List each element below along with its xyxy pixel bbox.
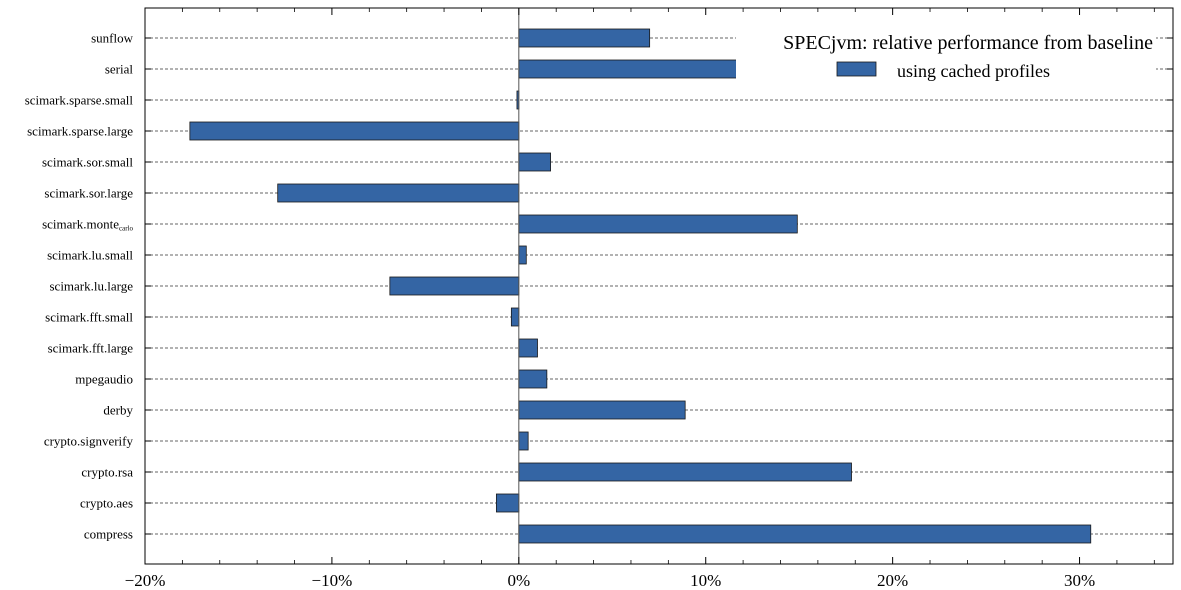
category-label: sunflow: [91, 31, 134, 46]
bar: [518, 431, 529, 451]
gridlines: [145, 37, 1173, 535]
x-tick-labels: −20% −10% 0% 10% 20% 30%: [125, 571, 1096, 590]
category-label: derby: [103, 403, 133, 418]
bar: [510, 307, 520, 327]
bar: [518, 28, 651, 48]
bar: [518, 152, 551, 172]
category-label: scimark.sparse.small: [25, 93, 134, 108]
legend-title: SPECjvm: relative performance from basel…: [783, 32, 1153, 54]
x-tick-label: 0%: [507, 571, 530, 590]
bars: [189, 28, 1092, 544]
category-label: scimark.fft.small: [45, 310, 133, 325]
category-label: compress: [84, 527, 133, 542]
category-label: crypto.signverify: [44, 434, 134, 449]
bar: [518, 214, 798, 234]
legend-label: using cached profiles: [897, 61, 1050, 81]
x-tick-label: 20%: [877, 571, 908, 590]
category-label: crypto.rsa: [81, 465, 133, 480]
category-label: crypto.aes: [80, 496, 133, 511]
bar: [518, 462, 852, 482]
axes-frame: [144, 7, 1174, 565]
category-label: scimark.lu.large: [49, 279, 133, 294]
bar: [189, 121, 520, 141]
bar: [389, 276, 520, 296]
category-label: scimark.fft.large: [48, 341, 134, 356]
bar: [495, 493, 520, 513]
category-label: scimark.sor.small: [42, 155, 133, 170]
bar: [518, 338, 538, 358]
x-tick-label: 30%: [1064, 571, 1095, 590]
category-label: mpegaudio: [75, 372, 133, 387]
bar: [518, 59, 748, 79]
category-label: scimark.lu.small: [47, 248, 133, 263]
category-label: scimark.sparse.large: [27, 124, 133, 139]
bar: [518, 369, 548, 389]
bar: [518, 524, 1092, 544]
category-label: serial: [105, 62, 134, 77]
bar: [277, 183, 520, 203]
bar: [518, 400, 686, 420]
legend: SPECjvm: relative performance from basel…: [736, 28, 1156, 86]
bar: [518, 245, 527, 265]
legend-background: [736, 28, 1156, 86]
x-tick-label: 10%: [690, 571, 721, 590]
x-tick-label: −10%: [312, 571, 353, 590]
x-tick-label: −20%: [125, 571, 166, 590]
legend-swatch: [836, 61, 877, 77]
category-label: scimark.montecarlo: [42, 217, 133, 233]
category-label: scimark.sor.large: [44, 186, 133, 201]
category-labels: compress crypto.aes crypto.rsa crypto.signv…: [25, 31, 134, 542]
